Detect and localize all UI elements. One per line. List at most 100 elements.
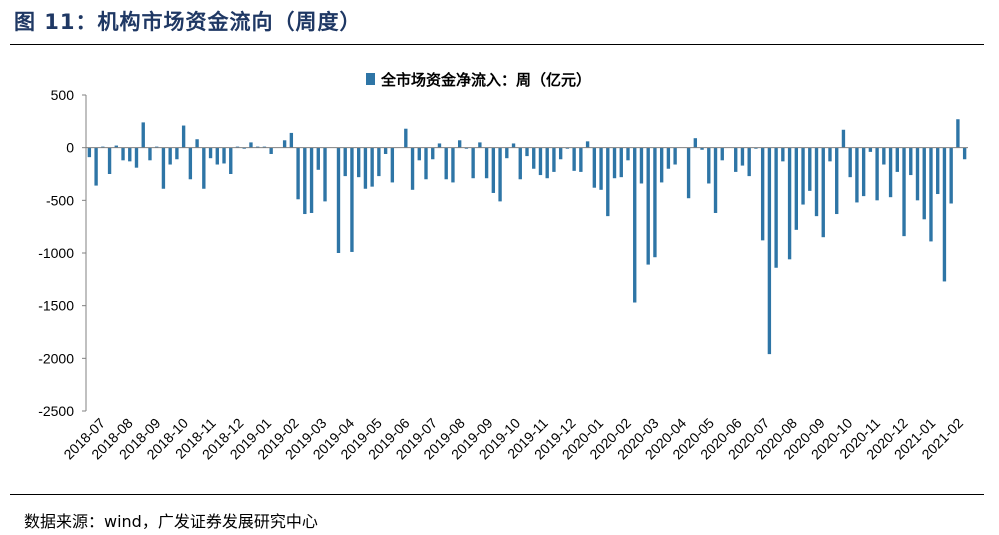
bar [585,141,590,148]
bar [134,147,139,168]
bar [774,147,778,268]
bar [599,147,603,190]
bars [87,119,967,355]
bar [451,147,455,183]
bar [902,147,906,237]
bar [471,147,475,179]
bar [875,147,879,201]
bar [787,147,792,260]
bar [511,143,516,148]
bar [532,147,536,169]
bar [249,142,253,148]
bar [606,147,610,217]
bar [808,147,812,191]
bar [936,147,940,195]
bar [740,147,745,166]
bar [929,147,933,242]
bar [882,147,886,165]
bar [235,146,240,148]
bar [491,147,496,193]
bar [781,147,785,162]
y-tick-label: -1500 [38,298,74,314]
bar [693,138,698,148]
bar [377,147,381,177]
bar [754,147,758,149]
bar [323,147,327,202]
bar [404,128,408,148]
bar [195,139,199,148]
bar [128,147,132,162]
bar [794,147,798,230]
bar [861,147,866,197]
bar [821,147,825,238]
bar [747,147,751,177]
bar [343,147,347,177]
figure-title: 图 11：机构市场资金流向（周度） [14,10,362,34]
bar [619,147,623,178]
bar [767,147,772,355]
bar [707,147,711,184]
y-tick-label: -500 [46,192,74,208]
bar [592,147,597,188]
bar [161,147,166,189]
bar [848,147,852,178]
legend-label: 全市场资金净流入：周（亿元） [380,71,591,89]
bar [141,122,145,148]
chart: 全市场资金净流入：周（亿元） 500 0 -500 -1000 -1500 -2000 -2… [38,71,968,462]
bar [457,140,462,148]
bar [478,142,482,148]
bar [303,147,307,215]
bar [87,147,92,158]
bar [909,147,913,176]
bar [653,147,657,258]
bar [296,147,300,200]
y-tick-label: 500 [51,87,75,103]
bar [572,147,576,171]
bar [734,147,738,172]
bar [390,147,395,183]
bar [626,147,630,161]
bar [700,147,704,150]
bar [639,147,644,184]
bar [363,147,368,189]
bar [538,147,543,176]
bar [565,147,570,149]
bar [181,125,186,148]
bar [208,147,213,159]
bar [633,147,637,303]
bar [309,147,314,213]
bar [222,147,226,164]
top-rule [10,44,984,45]
bar [431,147,435,160]
bar [316,147,320,170]
bar [437,143,442,148]
bar [282,140,287,148]
bar [256,146,260,148]
source-note: 数据来源：wind，广发证券发展研究中心 [24,512,318,531]
bar [202,147,206,189]
bar [828,147,832,162]
bar [962,147,967,160]
bar [289,132,294,148]
bar [114,145,118,148]
bar [525,147,529,157]
bar [666,147,671,169]
bar [94,147,98,186]
bar [505,147,509,159]
bar [942,147,947,282]
bar [720,147,724,161]
bar [673,147,677,165]
bar [350,147,354,252]
bar [498,147,502,202]
bar [336,147,341,253]
bar [121,147,125,161]
bar [949,147,953,204]
bar [855,147,859,203]
bar [915,147,920,201]
bar [484,147,489,179]
bar [188,147,193,180]
legend-swatch [366,73,375,85]
bar [801,147,805,205]
y-tick-label: -2500 [38,403,74,419]
bar [760,147,765,241]
